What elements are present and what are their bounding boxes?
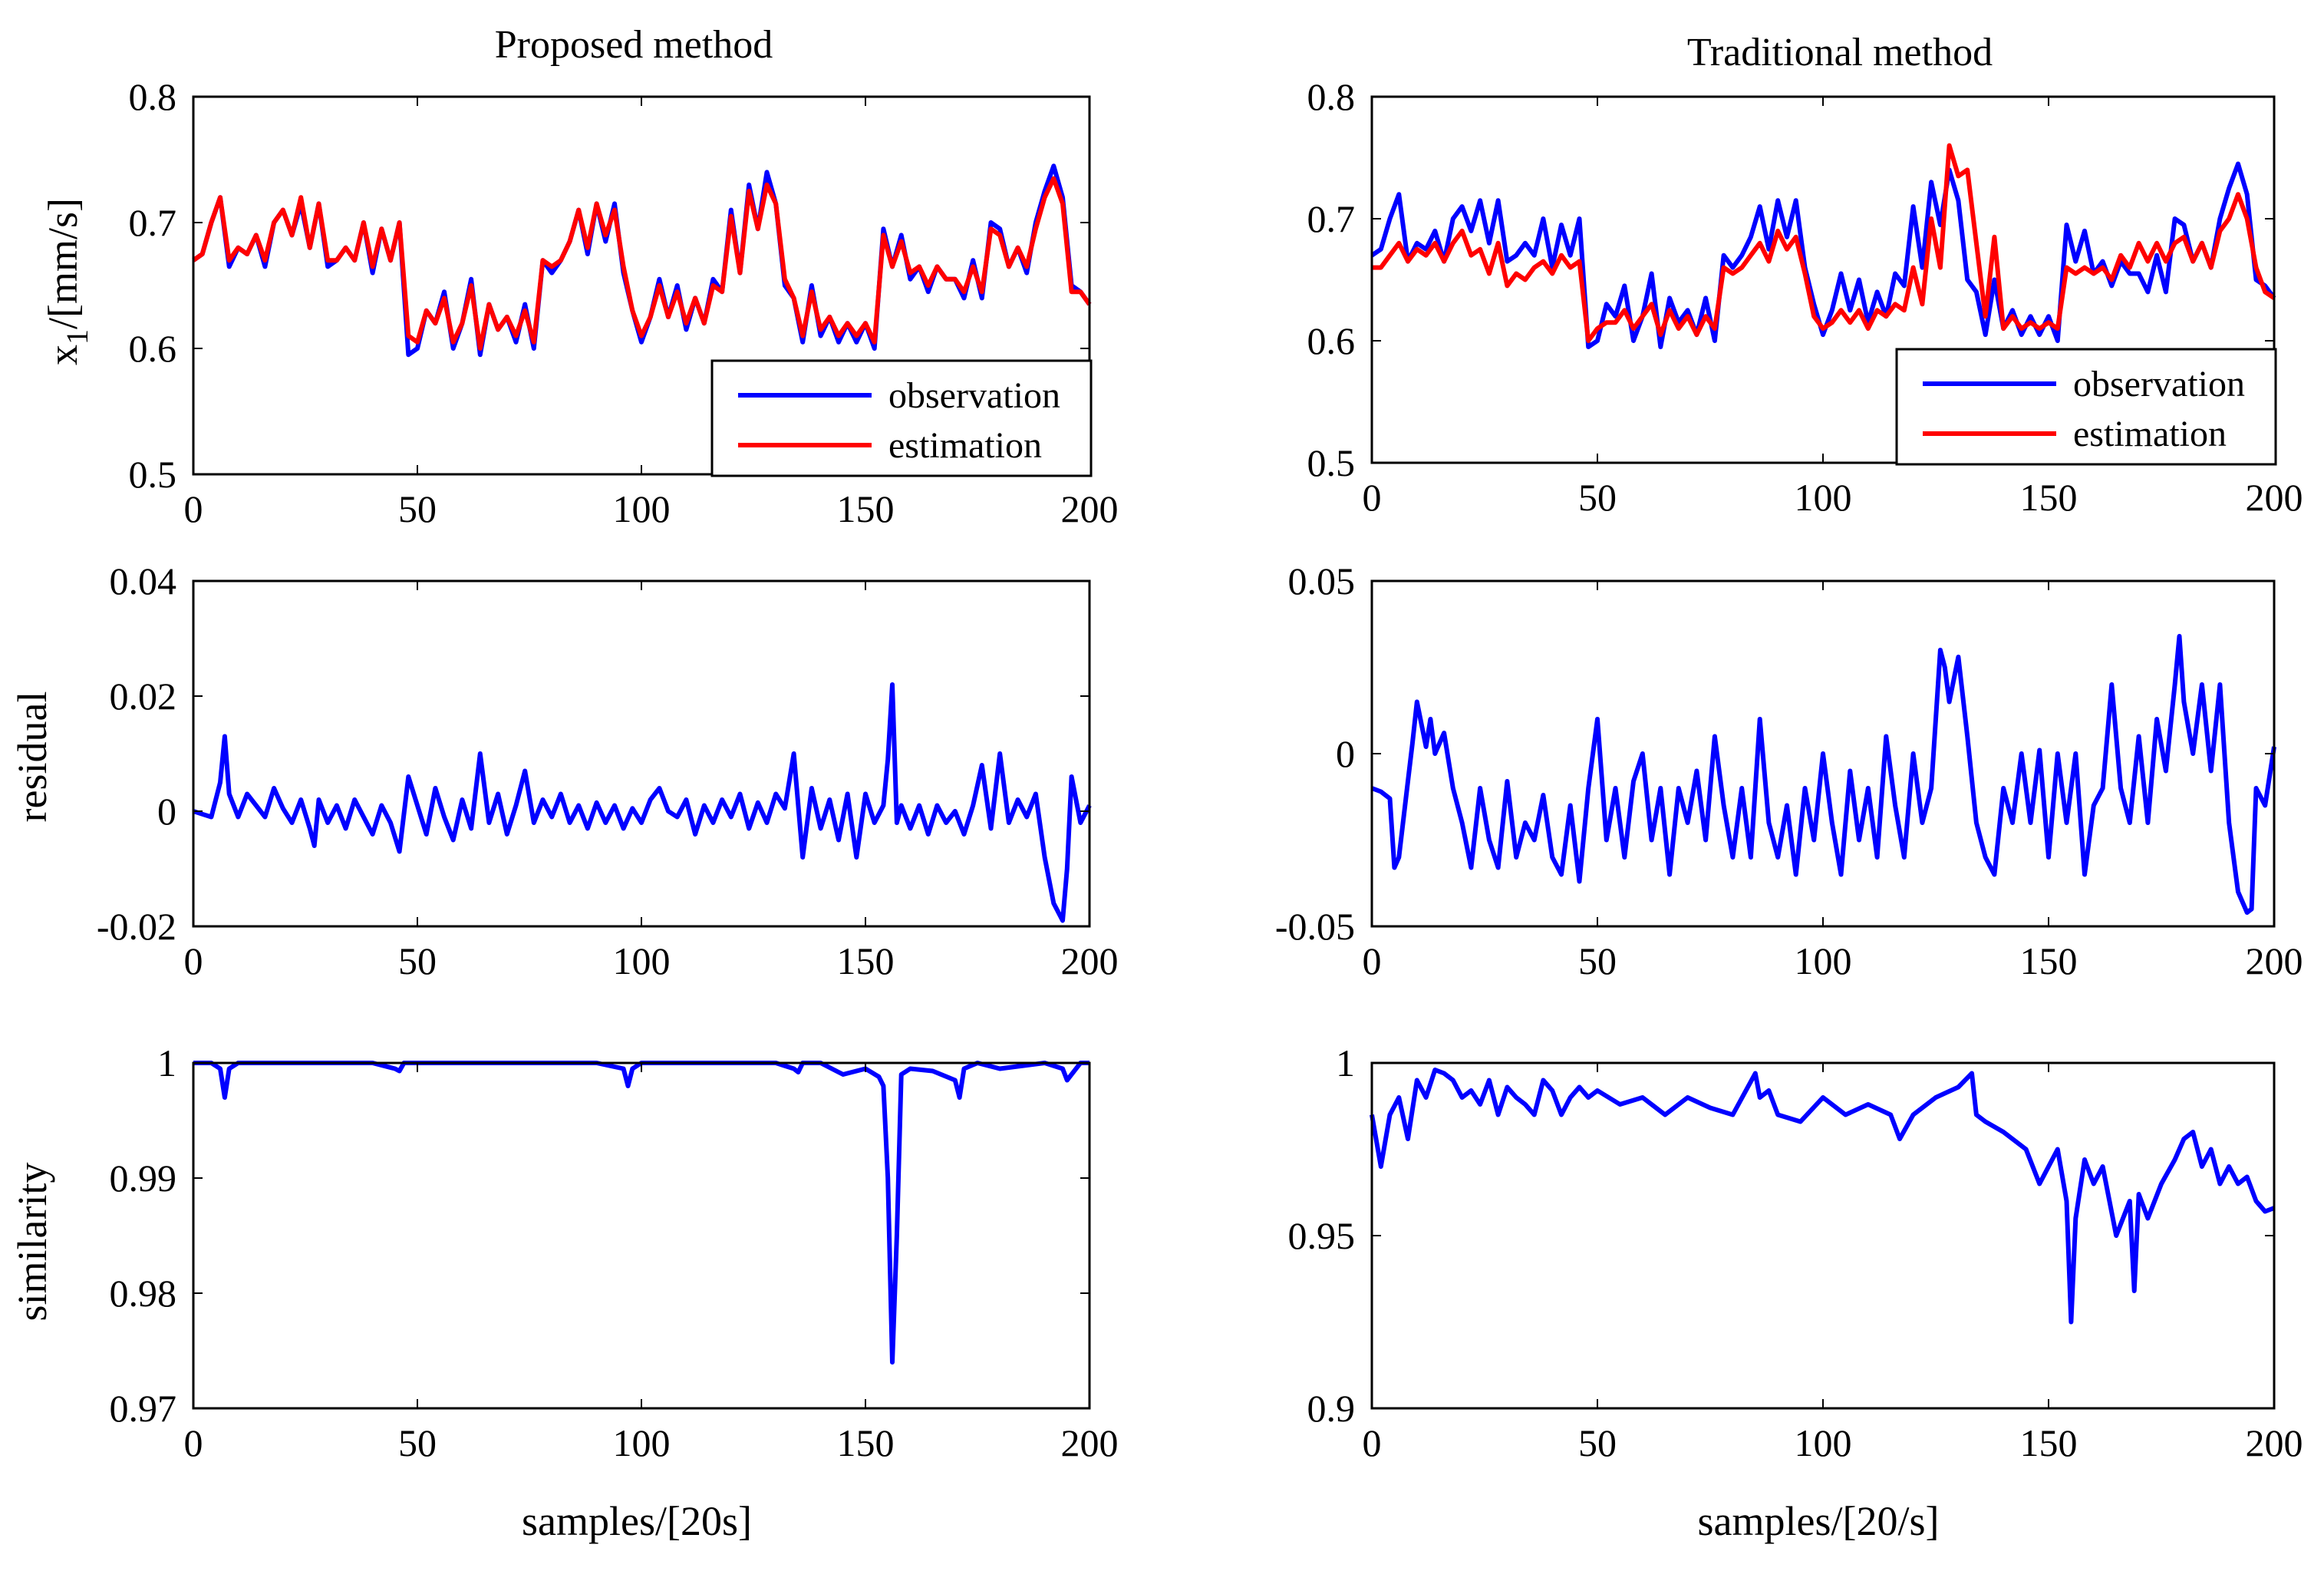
traditional-similarity-xtick-label: 200	[2246, 1421, 2303, 1464]
proposed-x1-legend-label-observation: observation	[888, 375, 1060, 416]
proposed-residual-ytick-label: 0.02	[110, 675, 177, 718]
proposed-x1-panel: Proposed method x1/[mm/s] 0 50 100 150 200 0.…	[40, 23, 1119, 530]
traditional-x1-ytick-label: 0.8	[1307, 75, 1356, 118]
traditional-residual-xtick-label: 50	[1578, 939, 1617, 982]
proposed-x1-ylabel: x1/[mm/s]	[40, 198, 94, 365]
proposed-similarity-ylabel: similarity	[9, 1163, 55, 1322]
traditional-xlabel: samples/[20/s]	[1698, 1498, 1940, 1544]
traditional-similarity-xtick-label: 100	[1795, 1421, 1852, 1464]
proposed-similarity-xtick-label: 0	[184, 1421, 203, 1464]
traditional-residual-xtick-label: 0	[1363, 939, 1382, 982]
traditional-x1-legend-label-estimation: estimation	[2073, 414, 2227, 454]
proposed-xlabel: samples/[20s]	[522, 1498, 752, 1544]
proposed-similarity-ytick-label: 1	[157, 1041, 176, 1084]
proposed-residual-xtick-label: 0	[184, 939, 203, 982]
proposed-similarity-xtick-label: 150	[837, 1421, 895, 1464]
proposed-residual-xtick-label: 50	[398, 939, 437, 982]
ylabel-sub: 1	[60, 329, 94, 345]
traditional-x1-estimation-line	[1372, 143, 2276, 343]
traditional-similarity-panel: samples/[20/s] 0 50 100 150 200 0.9 0.95 1	[1288, 1041, 2303, 1544]
traditional-similarity-xtick-label: 50	[1578, 1421, 1617, 1464]
proposed-x1-xtick-label: 100	[613, 487, 671, 530]
traditional-similarity-similarity-line	[1370, 1068, 2276, 1325]
traditional-x1-xtick-label: 50	[1578, 476, 1617, 519]
ylabel-tail: /[mm/s]	[40, 198, 86, 329]
traditional-x1-ytick-label: 0.5	[1307, 441, 1356, 484]
proposed-x1-ytick-label: 0.5	[129, 453, 177, 496]
traditional-residual-residual-line	[1370, 634, 2276, 915]
ylabel-main: x	[40, 345, 86, 365]
traditional-x1-xtick-label: 150	[2020, 476, 2078, 519]
proposed-residual-ytick-label: 0	[157, 790, 176, 833]
traditional-similarity-ytick-label: 1	[1336, 1041, 1355, 1084]
proposed-similarity-panel: similarity samples/[20s] 0 50 100 150 200 0.9…	[9, 1041, 1119, 1544]
proposed-residual-ytick-label: -0.02	[97, 905, 176, 948]
traditional-similarity-xtick-label: 150	[2020, 1421, 2078, 1464]
proposed-x1-legend: observation estimation	[710, 359, 1093, 477]
proposed-x1-legend-box	[710, 359, 1093, 477]
proposed-x1-ytick-label: 0.7	[129, 201, 177, 244]
traditional-x1-xtick-label: 100	[1795, 476, 1852, 519]
proposed-similarity-ytick-label: 0.97	[110, 1387, 177, 1430]
traditional-similarity-ytick-label: 0.95	[1288, 1214, 1356, 1257]
proposed-similarity-ytick-label: 0.99	[110, 1157, 177, 1200]
traditional-residual-ytick-label: -0.05	[1275, 905, 1355, 948]
traditional-residual-xtick-label: 150	[2020, 939, 2078, 982]
proposed-x1-legend-label-estimation: estimation	[888, 425, 1042, 466]
proposed-residual-ytick-label: 0.04	[110, 559, 177, 602]
proposed-x1-ytick-label: 0.6	[129, 327, 177, 370]
proposed-x1-xtick-label: 150	[837, 487, 895, 530]
traditional-residual-ytick-label: 0	[1336, 732, 1355, 775]
proposed-similarity-xtick-label: 200	[1061, 1421, 1119, 1464]
traditional-x1-ytick-label: 0.7	[1307, 197, 1356, 240]
proposed-x1-xtick-label: 0	[184, 487, 203, 530]
traditional-residual-xtick-label: 100	[1795, 939, 1852, 982]
traditional-x1-xtick-label: 0	[1363, 476, 1382, 519]
proposed-residual-xtick-label: 150	[837, 939, 895, 982]
proposed-residual-residual-line	[193, 682, 1092, 923]
traditional-x1-xtick-label: 200	[2246, 476, 2303, 519]
traditional-x1-panel: Traditional method 0 50 100 150 200 0.5 0.6 0.7…	[1307, 31, 2303, 519]
traditional-x1-observation-line	[1370, 161, 2276, 349]
traditional-similarity-xtick-label: 0	[1363, 1421, 1382, 1464]
traditional-x1-ytick-label: 0.6	[1307, 319, 1356, 362]
proposed-title: Proposed method	[495, 23, 773, 67]
proposed-x1-ytick-label: 0.8	[129, 75, 177, 118]
proposed-similarity-xtick-label: 50	[398, 1421, 437, 1464]
traditional-x1-legend-box	[1895, 348, 2277, 466]
proposed-residual-xtick-label: 200	[1061, 939, 1119, 982]
proposed-x1-xtick-label: 50	[398, 487, 437, 530]
traditional-title: Traditional method	[1687, 31, 1993, 74]
proposed-similarity-ytick-label: 0.98	[110, 1272, 177, 1315]
proposed-residual-xtick-label: 100	[613, 939, 671, 982]
traditional-similarity-ytick-label: 0.9	[1307, 1387, 1356, 1430]
proposed-x1-estimation-line	[192, 176, 1092, 351]
traditional-x1-legend-label-observation: observation	[2073, 364, 2245, 404]
traditional-residual-xtick-label: 200	[2246, 939, 2303, 982]
proposed-similarity-xtick-label: 100	[613, 1421, 671, 1464]
proposed-residual-ylabel: residual	[9, 691, 55, 823]
traditional-x1-legend: observation estimation	[1895, 348, 2277, 466]
proposed-x1-xtick-label: 200	[1061, 487, 1119, 530]
traditional-residual-ytick-label: 0.05	[1288, 559, 1356, 602]
